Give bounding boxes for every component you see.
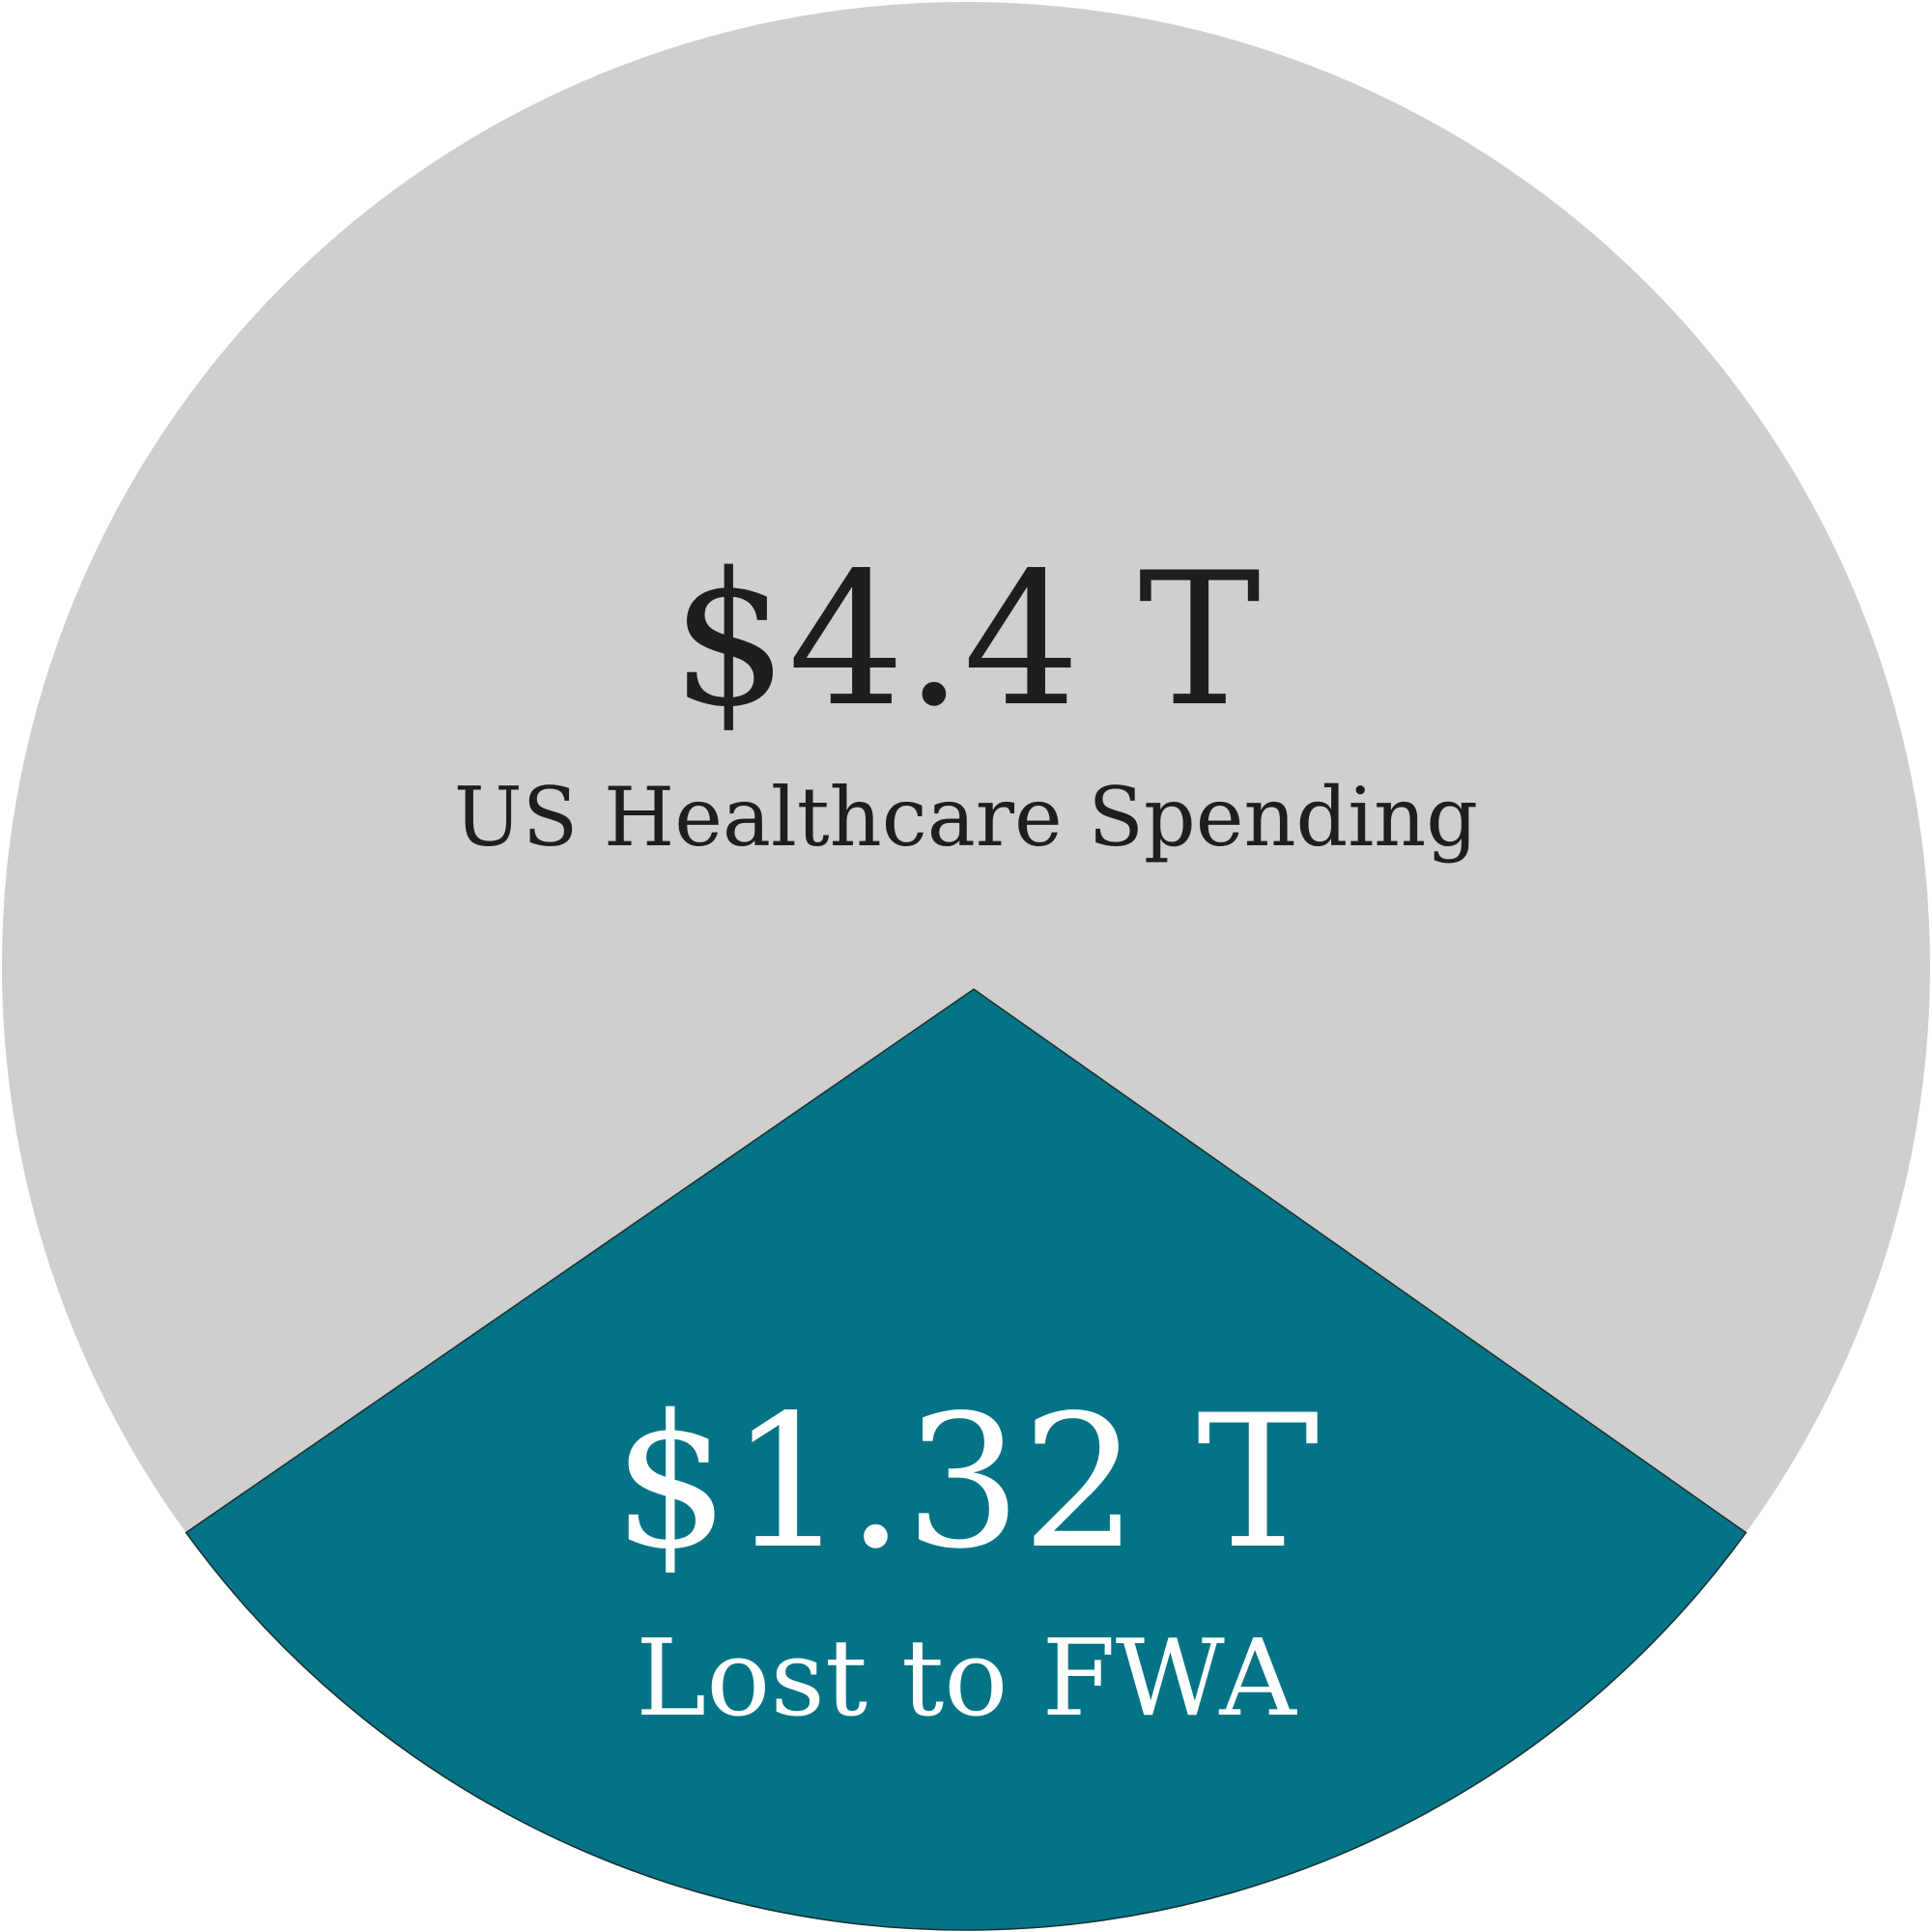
pie-labels: $4.4 T US Healthcare Spending $1.32 T Lo… [454,533,1478,1740]
slice-lost-to-fwa [185,988,1747,1931]
total-category-label: US Healthcare Spending [454,770,1478,865]
fwa-value-label: $1.32 T [612,1376,1319,1589]
total-value-label: $4.4 T [671,533,1261,747]
fwa-category-label: Lost to FWA [636,1616,1297,1740]
